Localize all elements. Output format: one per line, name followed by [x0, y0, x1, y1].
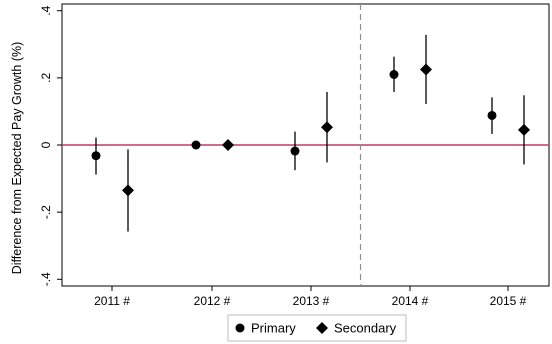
x-axis: 2011 # 2012 # 2013 # 2014 # 2015 #	[94, 286, 527, 308]
point-primary	[389, 70, 399, 79]
y-tick-label: .4	[39, 5, 53, 15]
x-tick-label: 2012 #	[194, 294, 231, 308]
point-primary	[91, 151, 101, 161]
legend-marker-primary	[235, 323, 245, 333]
legend-label-primary: Primary	[251, 321, 296, 336]
point-primary	[191, 140, 201, 150]
legend: Primary Secondary	[227, 314, 407, 342]
point-secondary	[122, 184, 134, 197]
y-axis-label: Difference from Expected Pay Growth (%)	[10, 42, 24, 275]
point-secondary	[518, 123, 530, 136]
y-tick-label: .2	[39, 73, 53, 83]
x-tick-label: 2011 #	[94, 294, 130, 308]
point-secondary	[321, 121, 333, 134]
x-tick-label: 2013 #	[293, 294, 330, 308]
x-tick-label: 2015 #	[490, 294, 527, 308]
y-axis: -.4 -.2 0 .2 .4	[39, 5, 62, 286]
legend-label-secondary: Secondary	[334, 321, 397, 336]
y-tick-label: -.2	[39, 205, 53, 219]
y-tick-label: -.4	[39, 272, 53, 286]
point-primary	[290, 146, 300, 156]
point-primary	[487, 110, 497, 120]
y-tick-label: 0	[39, 141, 53, 148]
point-secondary	[222, 139, 234, 151]
x-tick-label: 2014 #	[392, 294, 429, 308]
plot-area	[61, 3, 550, 287]
legend-marker-secondary	[316, 322, 328, 334]
point-secondary	[420, 63, 432, 76]
